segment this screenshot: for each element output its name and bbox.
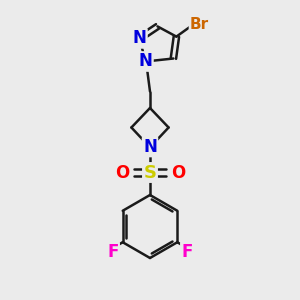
Text: N: N xyxy=(133,29,146,47)
Text: O: O xyxy=(115,164,129,181)
Text: Br: Br xyxy=(190,17,209,32)
Text: N: N xyxy=(143,138,157,156)
Text: O: O xyxy=(171,164,185,181)
Text: F: F xyxy=(107,243,118,261)
Text: S: S xyxy=(143,164,157,181)
Text: F: F xyxy=(182,243,193,261)
Text: N: N xyxy=(139,52,152,70)
